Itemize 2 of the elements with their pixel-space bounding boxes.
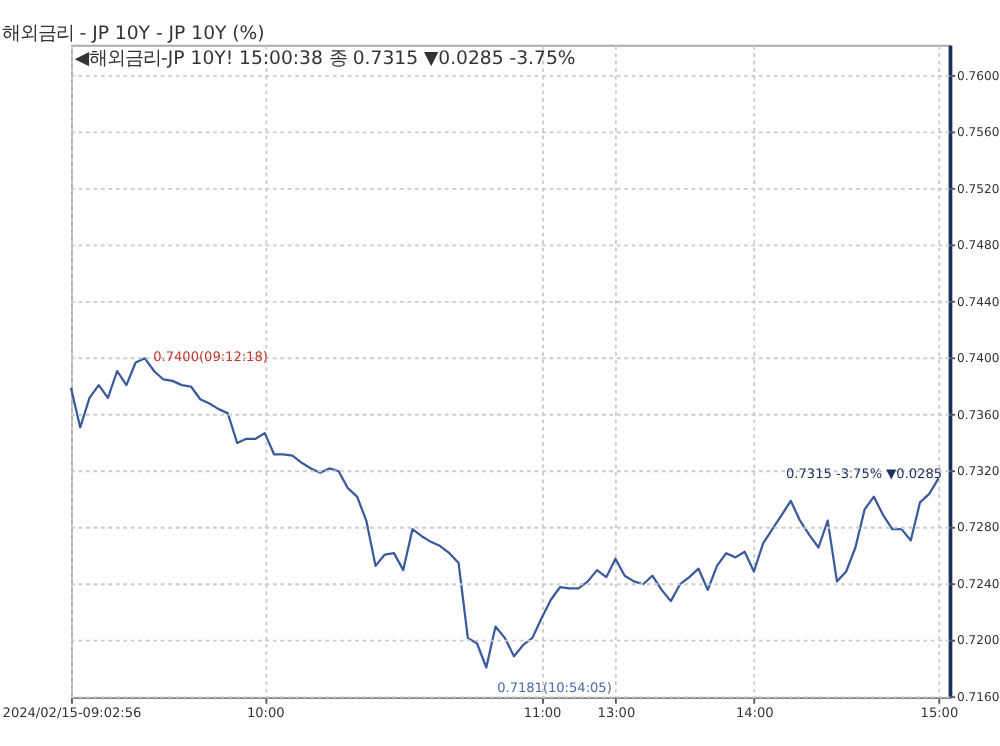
chart-title: 해외금리 - JP 10Y - JP 10Y (%) [1, 23, 265, 46]
chart-subtitle: ◀해외금리-JP 10Y! 15:00:38 종 0.7315 ▼0.0285 -3.75% [74, 47, 576, 70]
